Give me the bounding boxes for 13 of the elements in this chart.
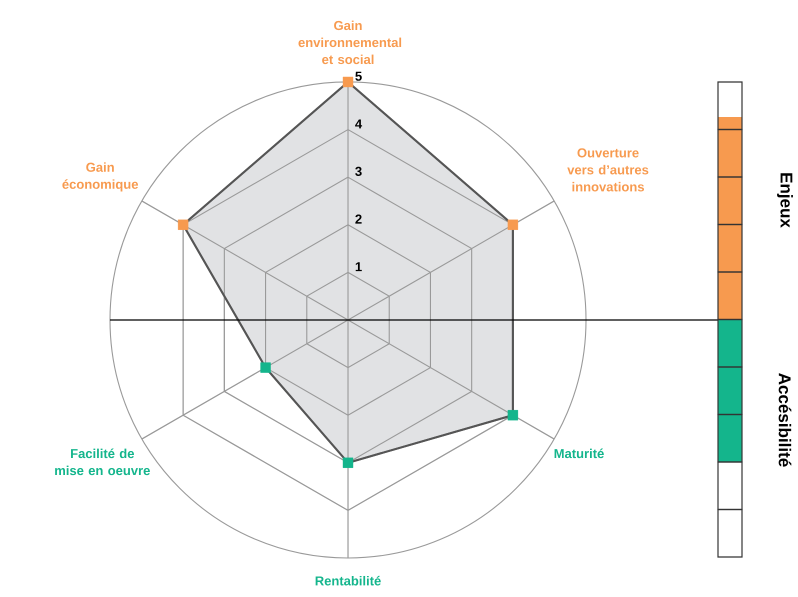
y-tick-label: 2 [355,214,362,224]
spoke-label: Ouverture vers d’autres innovations [567,148,648,192]
y-tick-label: 1 [356,262,362,272]
y-tick-label: 5 [355,72,362,81]
spoke-label: Gain économique [62,162,138,192]
y-tick-label: 3 [355,166,362,176]
y-tick-label: 4 [355,119,362,128]
spoke-label: Rentabilité [316,576,381,586]
spoke-label: Facilité de mise en oeuvre [55,448,150,476]
spoke-label: Maturité [554,448,604,458]
text: Accésibilité [778,373,792,467]
text: Enjeux [777,173,793,228]
spoke-label: Gain environnemental et social [298,20,402,64]
